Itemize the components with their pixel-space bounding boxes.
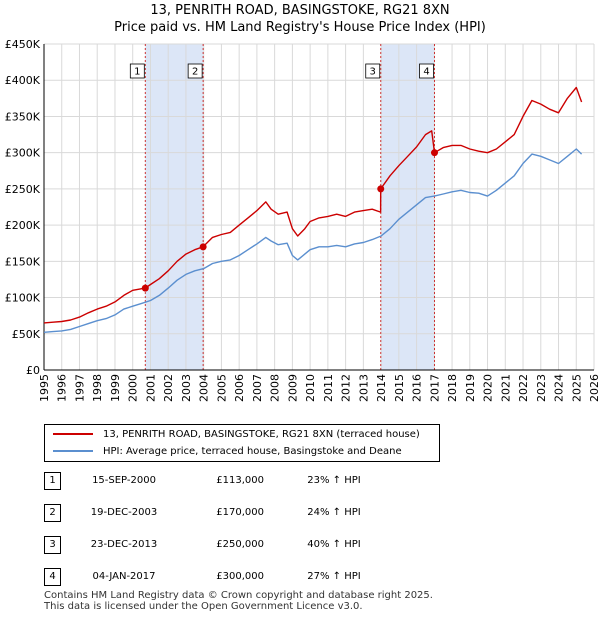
sale-date: 04-JAN-2017 [92,571,156,582]
sale-label-number: 1 [134,67,140,78]
sale-hpi-change: 27% ↑ HPI [307,571,361,582]
x-tick-label: 2014 [375,374,388,402]
x-tick-label: 2013 [357,374,370,402]
x-tick-label: 2003 [180,374,193,402]
x-tick-label: 1998 [91,374,104,402]
sale-number-badge: 4 [44,568,61,586]
legend-item-hpi: HPI: Average price, terraced house, Basi… [53,443,402,461]
x-tick-label: 2009 [286,374,299,402]
x-tick-label: 2025 [570,374,583,402]
chart-title: 13, PENRITH ROAD, BASINGSTOKE, RG21 8XN … [0,2,600,36]
sale-price: £300,000 [216,571,264,582]
x-tick-label: 2005 [215,374,228,402]
chart-legend: 13, PENRITH ROAD, BASINGSTOKE, RG21 8XN … [44,424,440,462]
y-tick-label: £300K [5,147,41,160]
footer-copyright: Contains HM Land Registry data © Crown c… [44,590,433,601]
sale-point [199,243,207,251]
sale-label-number: 4 [423,67,429,78]
y-tick-label: £250K [5,183,41,196]
x-tick-label: 2018 [446,374,459,402]
y-tick-label: £350K [5,110,41,123]
sale-price: £250,000 [216,539,264,550]
x-tick-label: 2019 [464,374,477,402]
x-tick-label: 2026 [588,374,600,402]
x-tick-label: 2010 [304,374,317,402]
x-tick-label: 1995 [38,374,51,402]
y-tick-label: £50K [12,328,41,341]
chart-title-line2: Price paid vs. HM Land Registry's House … [114,20,486,35]
sale-number-badge: 2 [44,504,61,522]
x-tick-label: 2024 [553,374,566,402]
sale-label-box [187,63,203,79]
x-tick-label: 2008 [269,374,282,402]
sale-date: 15-SEP-2000 [92,475,156,486]
x-tick-label: 2017 [428,374,441,402]
sale-hpi-change: 24% ↑ HPI [307,507,361,518]
x-tick-label: 2015 [393,374,406,402]
x-tick-label: 2002 [162,374,175,402]
sale-hpi-change: 40% ↑ HPI [307,539,361,550]
plot-area [44,44,594,370]
legend-swatch-property [53,433,93,435]
sale-period-shade [145,44,204,370]
x-tick-label: 2023 [535,374,548,402]
x-tick-label: 1997 [73,374,86,402]
y-tick-label: £100K [5,292,41,305]
sale-hpi-change: 23% ↑ HPI [307,475,361,486]
legend-item-property: 13, PENRITH ROAD, BASINGSTOKE, RG21 8XN … [53,426,420,444]
x-tick-label: 2011 [322,374,335,402]
x-tick-label: 1996 [56,374,69,402]
y-tick-label: £450K [5,38,41,51]
footer-licence: This data is licensed under the Open Gov… [44,601,363,612]
sale-point [141,284,149,292]
x-tick-label: 2007 [251,374,264,402]
sale-date: 19-DEC-2003 [90,507,158,518]
x-tick-label: 2021 [499,374,512,402]
sale-price: £170,000 [216,507,264,518]
sale-price: £113,000 [216,475,264,486]
sale-number-badge: 1 [44,472,61,490]
sale-date: 23-DEC-2013 [90,539,158,550]
sale-label-box [419,63,434,79]
x-tick-label: 2020 [482,374,495,402]
legend-swatch-hpi [53,450,93,452]
y-tick-label: £200K [5,219,41,232]
footer-attribution: Contains HM Land Registry data © Crown c… [44,590,433,612]
legend-label-property: 13, PENRITH ROAD, BASINGSTOKE, RG21 8XN … [103,429,420,440]
y-tick-label: £400K [5,74,41,87]
hpi-line [43,148,583,333]
x-tick-label: 2001 [144,374,157,402]
y-tick-label: £0 [26,364,40,377]
x-tick-label: 2000 [127,374,140,402]
sale-label-box [365,63,381,79]
x-tick-label: 2022 [517,374,530,402]
x-tick-label: 1999 [109,374,122,402]
x-tick-label: 2016 [411,374,424,402]
sale-point [377,185,385,193]
sale-label-number: 3 [370,67,376,78]
x-tick-label: 2006 [233,374,246,402]
sale-label-box [129,63,145,79]
x-tick-label: 2012 [340,374,353,402]
price-chart: £0 £50K £100K £150K £200K £250K £300K £350K £400… [5,38,600,402]
sale-number-badge: 3 [44,536,61,554]
sale-point [431,149,438,157]
legend-label-hpi: HPI: Average price, terraced house, Basi… [103,446,402,457]
sale-label-number: 2 [192,67,198,78]
sale-period-shade [380,44,435,370]
y-tick-label: £150K [5,255,41,268]
chart-title-line1: 13, PENRITH ROAD, BASINGSTOKE, RG21 8XN [150,3,450,18]
x-tick-label: 2004 [198,374,211,402]
